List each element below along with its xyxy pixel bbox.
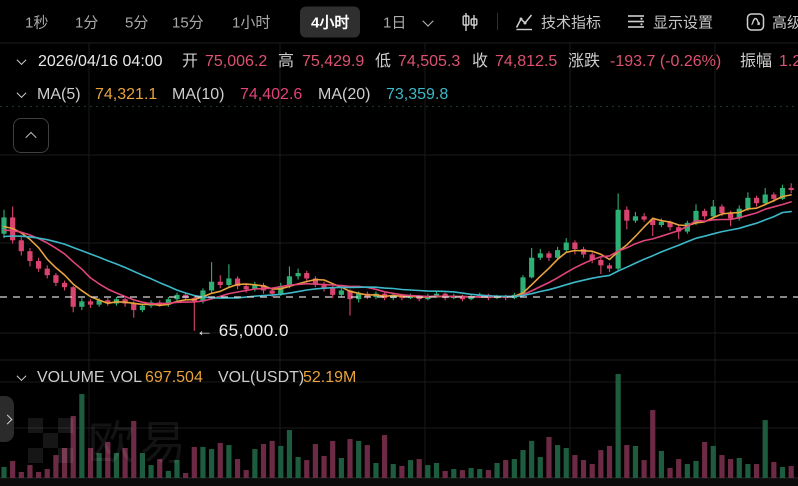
vol-usdt-value: 52.19M — [303, 369, 357, 386]
interval-dropdown[interactable] — [422, 13, 434, 30]
collapse-ma-icon[interactable] — [16, 88, 27, 99]
vol-usdt-label: VOL(USDT) — [218, 369, 305, 386]
interval-5m[interactable]: 5分 — [125, 14, 149, 31]
interval-15m[interactable]: 15分 — [172, 14, 204, 31]
ma10-value: 74,402.6 — [240, 86, 303, 103]
indicators-icon — [515, 14, 533, 31]
interval-1h[interactable]: 1小时 — [232, 14, 271, 31]
close-label: 收 — [472, 53, 489, 70]
side-panel-toggle[interactable] — [0, 396, 14, 442]
advanced-label: 高级 — [772, 14, 798, 31]
interval-1m[interactable]: 1分 — [75, 14, 99, 31]
bottom-axis-strip — [0, 479, 798, 486]
collapse-volume-icon[interactable] — [16, 371, 27, 382]
low-label: 低 — [375, 53, 392, 70]
chart-toolbar: 1秒 1分 5分 15分 1小时 4小时 1日 技术指标 — [0, 0, 798, 43]
amplitude-value: 1.2 — [779, 53, 798, 70]
display-settings-label: 显示设置 — [653, 14, 714, 31]
toolbar-divider — [497, 13, 498, 30]
high-label: 高 — [278, 53, 295, 70]
collapse-pane-button[interactable] — [13, 118, 49, 153]
candlestick-icon — [462, 12, 478, 31]
close-value: 74,812.5 — [495, 53, 558, 70]
advanced-button[interactable]: 高级 — [746, 11, 798, 32]
vol-value: 697.504 — [145, 369, 203, 386]
ma-legend: MA(5) 74,321.1 MA(10) 74,402.6 MA(20) 73… — [0, 84, 798, 106]
ma20-label: MA(20) — [318, 86, 371, 103]
collapse-ohlc-icon[interactable] — [16, 55, 27, 66]
chevron-down-icon — [422, 14, 434, 27]
ma10-label: MA(10) — [172, 86, 225, 103]
ma5-label: MA(5) — [37, 86, 81, 103]
price-line-label[interactable]: ← 65,000.0 — [196, 321, 289, 340]
advanced-icon — [746, 12, 765, 31]
volume-title: VOLUME — [37, 369, 105, 386]
high-value: 75,429.9 — [302, 53, 365, 70]
low-value: 74,505.3 — [398, 53, 461, 70]
vol-label: VOL — [110, 369, 143, 386]
interval-4h-active[interactable]: 4小时 — [300, 6, 361, 37]
open-value: 75,006.2 — [205, 53, 268, 70]
candle-datetime: 2026/04/16 04:00 — [38, 53, 163, 70]
open-label: 开 — [182, 53, 199, 70]
change-value: -193.7 (-0.26%) — [610, 53, 722, 70]
chevron-right-icon — [2, 414, 12, 424]
interval-1d[interactable]: 1日 — [383, 14, 407, 31]
volume-legend: VOLUME VOL 697.504 VOL(USDT) 52.19M — [0, 367, 798, 389]
indicators-button[interactable]: 技术指标 — [515, 11, 601, 32]
indicators-label: 技术指标 — [541, 14, 602, 31]
ohlc-legend: 2026/04/16 04:00 开 75,006.2 高 75,429.9 低… — [0, 51, 798, 73]
display-settings-button[interactable]: 显示设置 — [627, 11, 713, 32]
display-settings-icon — [628, 15, 644, 28]
chart-type-button[interactable] — [460, 12, 480, 32]
ma20-value: 73,359.8 — [386, 86, 449, 103]
chevron-up-icon — [25, 131, 37, 143]
change-label: 涨跌 — [568, 53, 601, 70]
ma5-value: 74,321.1 — [95, 86, 158, 103]
interval-1s[interactable]: 1秒 — [25, 14, 49, 31]
amplitude-label: 振幅 — [740, 53, 773, 70]
